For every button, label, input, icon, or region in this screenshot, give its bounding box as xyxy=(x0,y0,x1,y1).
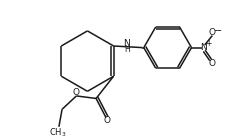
Text: H: H xyxy=(124,45,130,54)
Text: O: O xyxy=(73,88,80,97)
Text: CH$_3$: CH$_3$ xyxy=(50,126,67,136)
Text: O: O xyxy=(209,59,216,68)
Text: O: O xyxy=(209,28,216,37)
Text: −: − xyxy=(214,26,222,36)
Text: O: O xyxy=(103,116,110,125)
Text: N: N xyxy=(200,43,207,52)
Text: N: N xyxy=(124,39,130,48)
Text: +: + xyxy=(205,39,211,48)
